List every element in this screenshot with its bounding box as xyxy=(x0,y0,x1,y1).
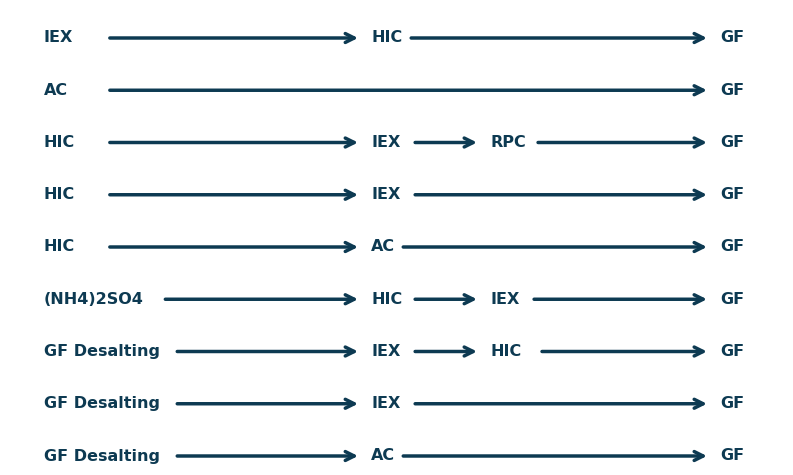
Text: GF: GF xyxy=(720,83,744,98)
Text: IEX: IEX xyxy=(371,187,400,202)
Text: IEX: IEX xyxy=(371,344,400,359)
Text: GF: GF xyxy=(720,30,744,46)
Text: GF: GF xyxy=(720,448,744,464)
Text: GF Desalting: GF Desalting xyxy=(44,344,159,359)
Text: GF: GF xyxy=(720,239,744,255)
Text: AC: AC xyxy=(371,239,395,255)
Text: AC: AC xyxy=(371,448,395,464)
Text: HIC: HIC xyxy=(490,344,521,359)
Text: HIC: HIC xyxy=(44,187,75,202)
Text: GF: GF xyxy=(720,344,744,359)
Text: (NH4)2SO4: (NH4)2SO4 xyxy=(44,292,144,307)
Text: GF Desalting: GF Desalting xyxy=(44,396,159,411)
Text: IEX: IEX xyxy=(490,292,519,307)
Text: HIC: HIC xyxy=(44,135,75,150)
Text: IEX: IEX xyxy=(371,396,400,411)
Text: IEX: IEX xyxy=(371,135,400,150)
Text: GF Desalting: GF Desalting xyxy=(44,448,159,464)
Text: RPC: RPC xyxy=(490,135,526,150)
Text: HIC: HIC xyxy=(44,239,75,255)
Text: AC: AC xyxy=(44,83,67,98)
Text: IEX: IEX xyxy=(44,30,73,46)
Text: GF: GF xyxy=(720,135,744,150)
Text: HIC: HIC xyxy=(371,292,402,307)
Text: GF: GF xyxy=(720,396,744,411)
Text: HIC: HIC xyxy=(371,30,402,46)
Text: GF: GF xyxy=(720,187,744,202)
Text: GF: GF xyxy=(720,292,744,307)
